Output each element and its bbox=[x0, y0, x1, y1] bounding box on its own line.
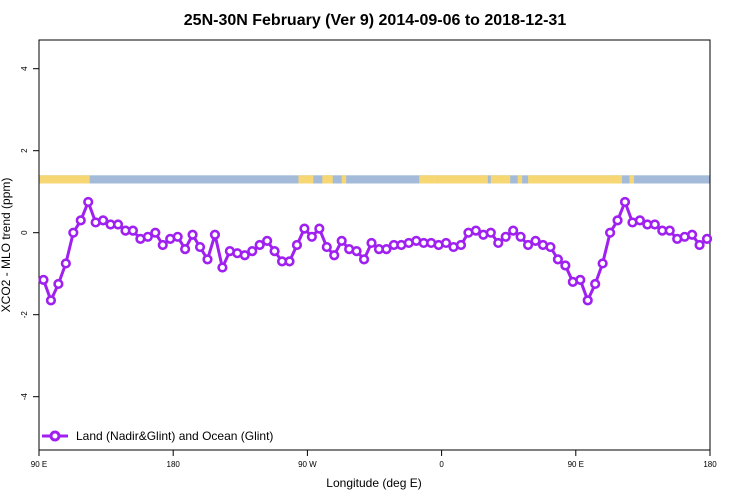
data-point bbox=[262, 235, 273, 246]
data-point bbox=[194, 241, 206, 253]
data-point bbox=[127, 225, 139, 236]
data-point bbox=[455, 239, 467, 251]
data-point bbox=[634, 215, 646, 226]
data-point bbox=[329, 250, 340, 261]
data-point bbox=[560, 260, 571, 271]
data-point bbox=[299, 223, 310, 234]
data-point bbox=[664, 225, 675, 236]
y-tick-label: 4 bbox=[20, 66, 29, 71]
y-axis: -4 -2 0 2 4 bbox=[20, 66, 39, 400]
data-point bbox=[142, 231, 153, 242]
land-segment bbox=[437, 175, 488, 184]
data-point bbox=[157, 239, 168, 251]
data-point bbox=[604, 227, 616, 238]
data-point bbox=[187, 229, 198, 240]
data-point bbox=[597, 258, 608, 269]
data-point bbox=[619, 196, 631, 208]
x-tick-label: 90 E bbox=[31, 460, 47, 469]
land-segment bbox=[517, 175, 523, 184]
plot-frame bbox=[38, 39, 711, 451]
legend: Land (Nadir&Glint) and Ocean (Glint) bbox=[42, 429, 273, 443]
data-point bbox=[150, 227, 161, 238]
y-tick-label: 2 bbox=[20, 148, 29, 153]
data-point bbox=[269, 246, 280, 257]
x-tick-label: 90 E bbox=[568, 460, 584, 469]
chart-title: 25N-30N February (Ver 9) 2014-09-06 to 2… bbox=[184, 12, 567, 29]
data-point bbox=[508, 225, 519, 236]
data-point bbox=[381, 244, 392, 255]
land-segment bbox=[629, 175, 634, 184]
data-point bbox=[38, 274, 49, 285]
land-segment bbox=[419, 175, 438, 184]
data-point bbox=[351, 246, 362, 257]
x-tick-label: 180 bbox=[703, 460, 717, 469]
data-point bbox=[485, 227, 496, 238]
data-point bbox=[522, 239, 534, 251]
land-segment bbox=[528, 175, 623, 184]
land-segment bbox=[490, 175, 511, 184]
data-point bbox=[358, 254, 370, 265]
data-point bbox=[470, 225, 481, 236]
data-point bbox=[694, 239, 705, 251]
data-point bbox=[515, 231, 526, 242]
data-point bbox=[239, 250, 250, 261]
data-point bbox=[254, 239, 265, 251]
legend-marker-swatch bbox=[49, 430, 61, 442]
data-point bbox=[612, 215, 623, 226]
y-axis-title: XCO2 - MLO trend (ppm) bbox=[0, 178, 13, 313]
data-point bbox=[306, 231, 317, 242]
data-point bbox=[45, 295, 57, 306]
data-point bbox=[60, 258, 71, 269]
data-point bbox=[493, 237, 504, 249]
x-tick-label: 0 bbox=[439, 460, 444, 469]
land-segment bbox=[39, 175, 90, 184]
data-point bbox=[440, 237, 452, 249]
x-axis: 90 E 180 90 W 0 90 E 180 bbox=[31, 450, 717, 469]
data-point bbox=[53, 278, 64, 290]
data-point bbox=[321, 241, 332, 253]
land-segment bbox=[322, 175, 333, 184]
legend-label: Land (Nadir&Glint) and Ocean (Glint) bbox=[76, 429, 273, 443]
data-point bbox=[112, 219, 124, 230]
y-tick-label: -4 bbox=[20, 393, 29, 401]
data-point bbox=[247, 246, 258, 257]
data-point bbox=[552, 254, 564, 265]
data-point bbox=[649, 219, 660, 230]
land-ocean-strip bbox=[39, 175, 710, 184]
data-point bbox=[366, 237, 377, 249]
data-point bbox=[202, 254, 213, 265]
data-point bbox=[83, 196, 94, 208]
data-point bbox=[217, 262, 228, 273]
data-point bbox=[336, 235, 347, 246]
data-point bbox=[582, 295, 593, 306]
data-point bbox=[590, 278, 601, 290]
data-point bbox=[284, 256, 295, 267]
x-tick-label: 180 bbox=[167, 460, 181, 469]
data-point bbox=[68, 227, 79, 238]
data-point bbox=[314, 223, 325, 234]
data-point bbox=[575, 274, 586, 285]
x-tick-label: 90 W bbox=[298, 460, 317, 469]
data-point bbox=[500, 231, 511, 242]
data-point bbox=[291, 239, 303, 251]
data-point bbox=[209, 229, 221, 240]
series-group bbox=[38, 196, 713, 306]
data-point bbox=[172, 231, 183, 242]
data-point bbox=[530, 235, 541, 246]
land-segment bbox=[341, 175, 347, 184]
land-segment bbox=[298, 175, 314, 184]
x-axis-title: Longitude (deg E) bbox=[326, 476, 421, 490]
data-point bbox=[545, 241, 556, 253]
data-point bbox=[701, 233, 713, 244]
data-point bbox=[687, 229, 698, 240]
y-tick-label: -2 bbox=[20, 311, 29, 319]
data-point bbox=[180, 244, 191, 255]
data-point bbox=[75, 215, 86, 226]
y-tick-label: 0 bbox=[20, 230, 29, 235]
data-point bbox=[98, 215, 109, 226]
ocean-band bbox=[39, 175, 710, 184]
